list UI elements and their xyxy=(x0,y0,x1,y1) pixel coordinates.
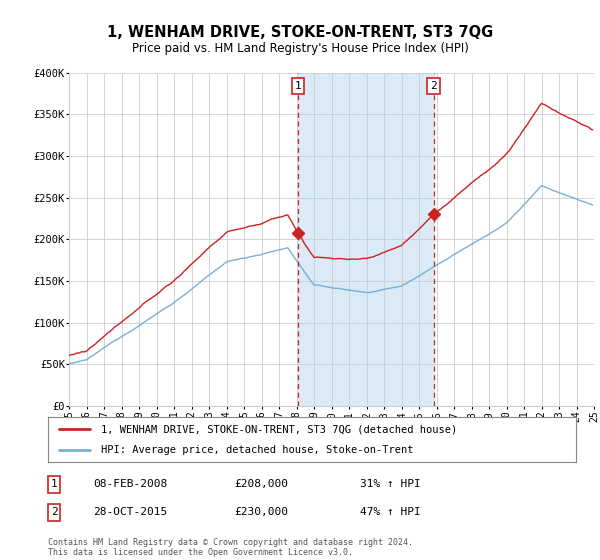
Text: 47% ↑ HPI: 47% ↑ HPI xyxy=(360,507,421,517)
Text: £208,000: £208,000 xyxy=(234,479,288,489)
Text: 2: 2 xyxy=(430,81,437,91)
Bar xyxy=(298,73,434,406)
Text: 28-OCT-2015: 28-OCT-2015 xyxy=(93,507,167,517)
Text: 1, WENHAM DRIVE, STOKE-ON-TRENT, ST3 7QG (detached house): 1, WENHAM DRIVE, STOKE-ON-TRENT, ST3 7QG… xyxy=(101,424,457,435)
Text: 08-FEB-2008: 08-FEB-2008 xyxy=(93,479,167,489)
Text: £230,000: £230,000 xyxy=(234,507,288,517)
Text: 1: 1 xyxy=(295,81,301,91)
Text: Contains HM Land Registry data © Crown copyright and database right 2024.
This d: Contains HM Land Registry data © Crown c… xyxy=(48,538,413,557)
Text: HPI: Average price, detached house, Stoke-on-Trent: HPI: Average price, detached house, Stok… xyxy=(101,445,413,455)
Text: 2: 2 xyxy=(50,507,58,517)
Text: 1, WENHAM DRIVE, STOKE-ON-TRENT, ST3 7QG: 1, WENHAM DRIVE, STOKE-ON-TRENT, ST3 7QG xyxy=(107,25,493,40)
Text: 31% ↑ HPI: 31% ↑ HPI xyxy=(360,479,421,489)
Text: Price paid vs. HM Land Registry's House Price Index (HPI): Price paid vs. HM Land Registry's House … xyxy=(131,42,469,55)
Text: 1: 1 xyxy=(50,479,58,489)
